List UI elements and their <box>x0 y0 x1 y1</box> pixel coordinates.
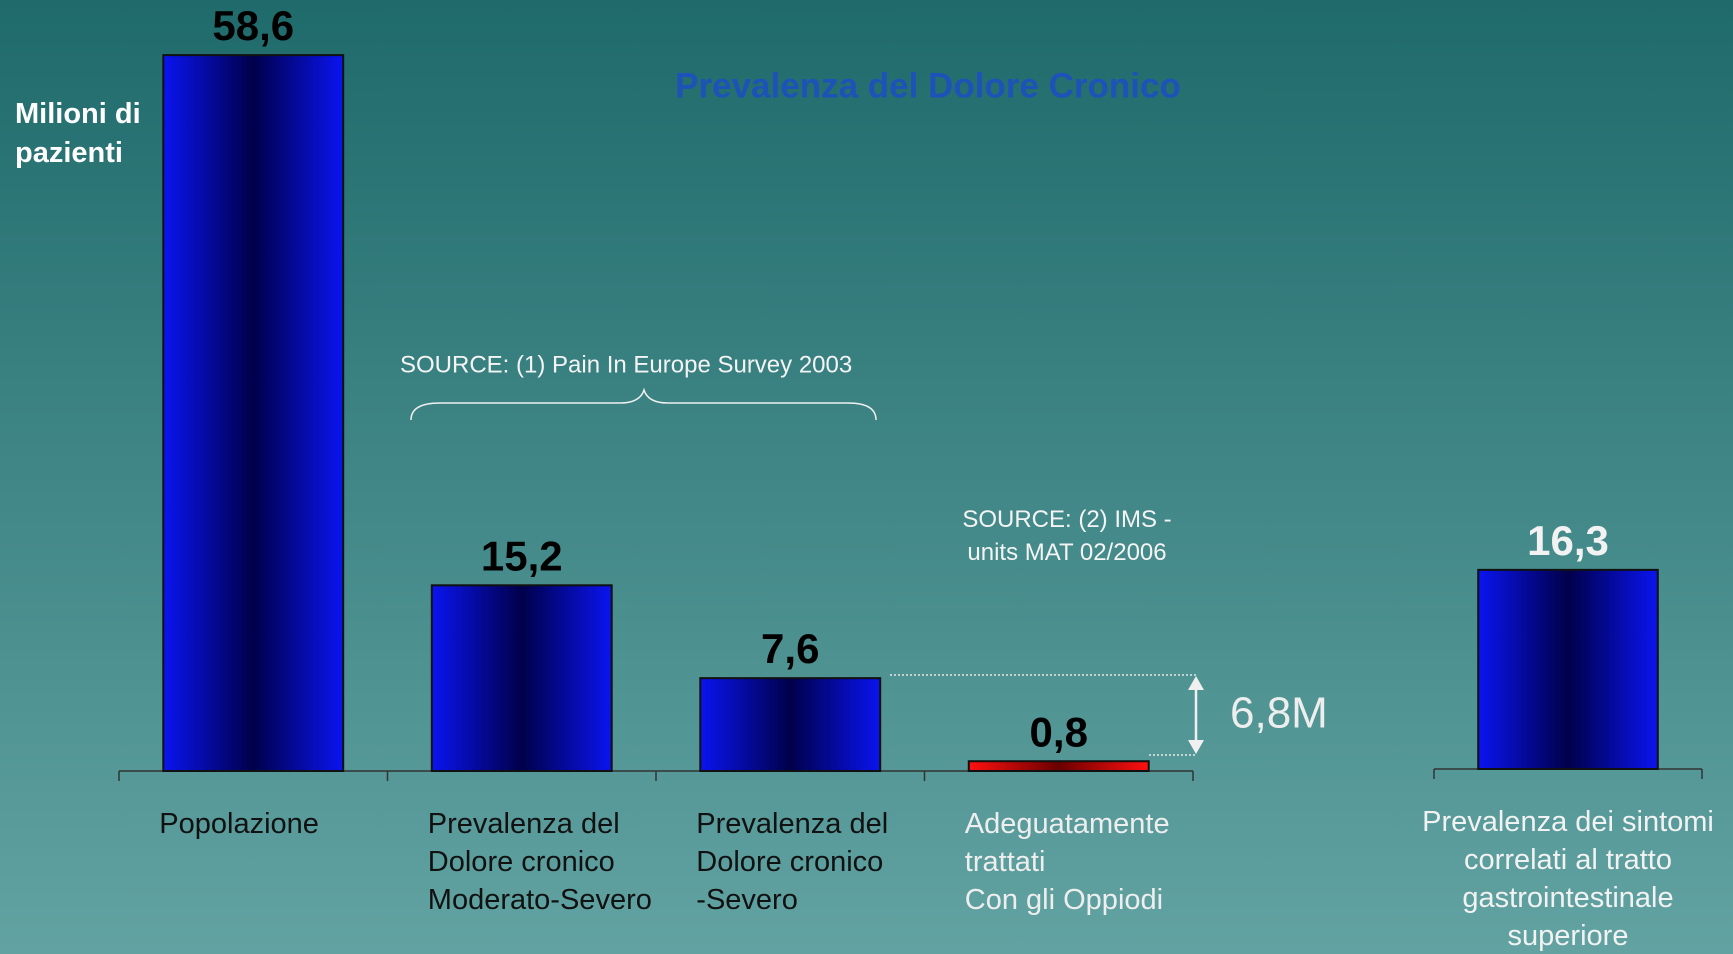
bar <box>162 54 345 772</box>
brace <box>410 387 877 421</box>
source-note: SOURCE: (1) Pain In Europe Survey 2003 <box>400 351 852 378</box>
value-label: 0,8 <box>1030 708 1088 755</box>
bar <box>1477 568 1659 771</box>
category-box: Popolazione <box>159 808 319 840</box>
difference-label: 6,8M <box>1230 689 1328 738</box>
x-tick-label: Prevalenza del Dolore cronico Moderato-S… <box>427 808 652 916</box>
x-tick-label: Prevalenza del Dolore cronico -Severo <box>696 808 889 916</box>
y-label-box: Milioni di pazienti <box>15 98 141 169</box>
x-tick-label: Popolazione <box>159 808 319 840</box>
bar <box>430 584 613 772</box>
value-label: 15,2 <box>481 532 563 579</box>
category-box: Prevalenza del Dolore cronico -Severo <box>696 808 889 916</box>
source-note: SOURCE: (2) IMS - units MAT 02/2006 <box>962 506 1172 566</box>
category-box: Prevalenza del Dolore cronico Moderato-S… <box>427 808 652 916</box>
source-box: SOURCE: (2) IMS - units MAT 02/2006 <box>962 506 1172 566</box>
category-box: Adeguatamente trattati Con gli Oppiodi <box>964 808 1170 916</box>
value-label: 16,3 <box>1527 517 1609 564</box>
category-box: Prevalenza dei sintomi correlati al trat… <box>1422 806 1714 952</box>
title: Prevalenza del Dolore Cronico <box>675 66 1181 105</box>
x-tick-label: Prevalenza dei sintomi correlati al trat… <box>1422 806 1714 952</box>
bar <box>699 677 882 772</box>
value-label: 58,6 <box>212 2 294 49</box>
bar <box>967 760 1150 773</box>
value-label: 7,6 <box>761 625 819 672</box>
x-tick-label: Adeguatamente trattati Con gli Oppiodi <box>964 808 1170 916</box>
y-axis-label: Milioni di pazienti <box>15 98 141 169</box>
